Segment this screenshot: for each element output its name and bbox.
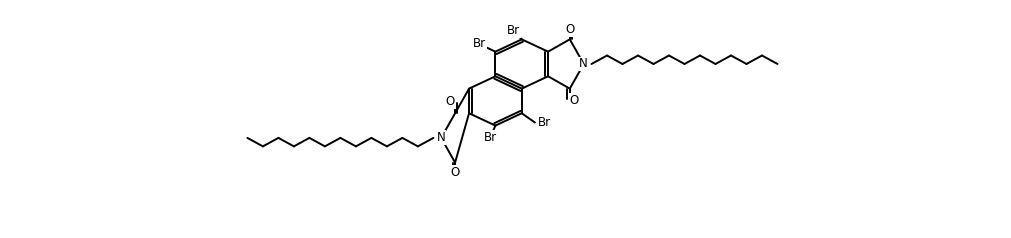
Text: Br: Br <box>507 24 520 37</box>
Text: O: O <box>450 166 459 179</box>
Text: Br: Br <box>472 37 485 50</box>
Text: Br: Br <box>538 116 551 129</box>
Text: O: O <box>569 94 578 107</box>
Text: Br: Br <box>483 131 496 144</box>
Text: O: O <box>446 95 455 108</box>
Text: N: N <box>437 131 445 144</box>
Text: N: N <box>579 58 587 70</box>
Text: O: O <box>564 23 574 36</box>
